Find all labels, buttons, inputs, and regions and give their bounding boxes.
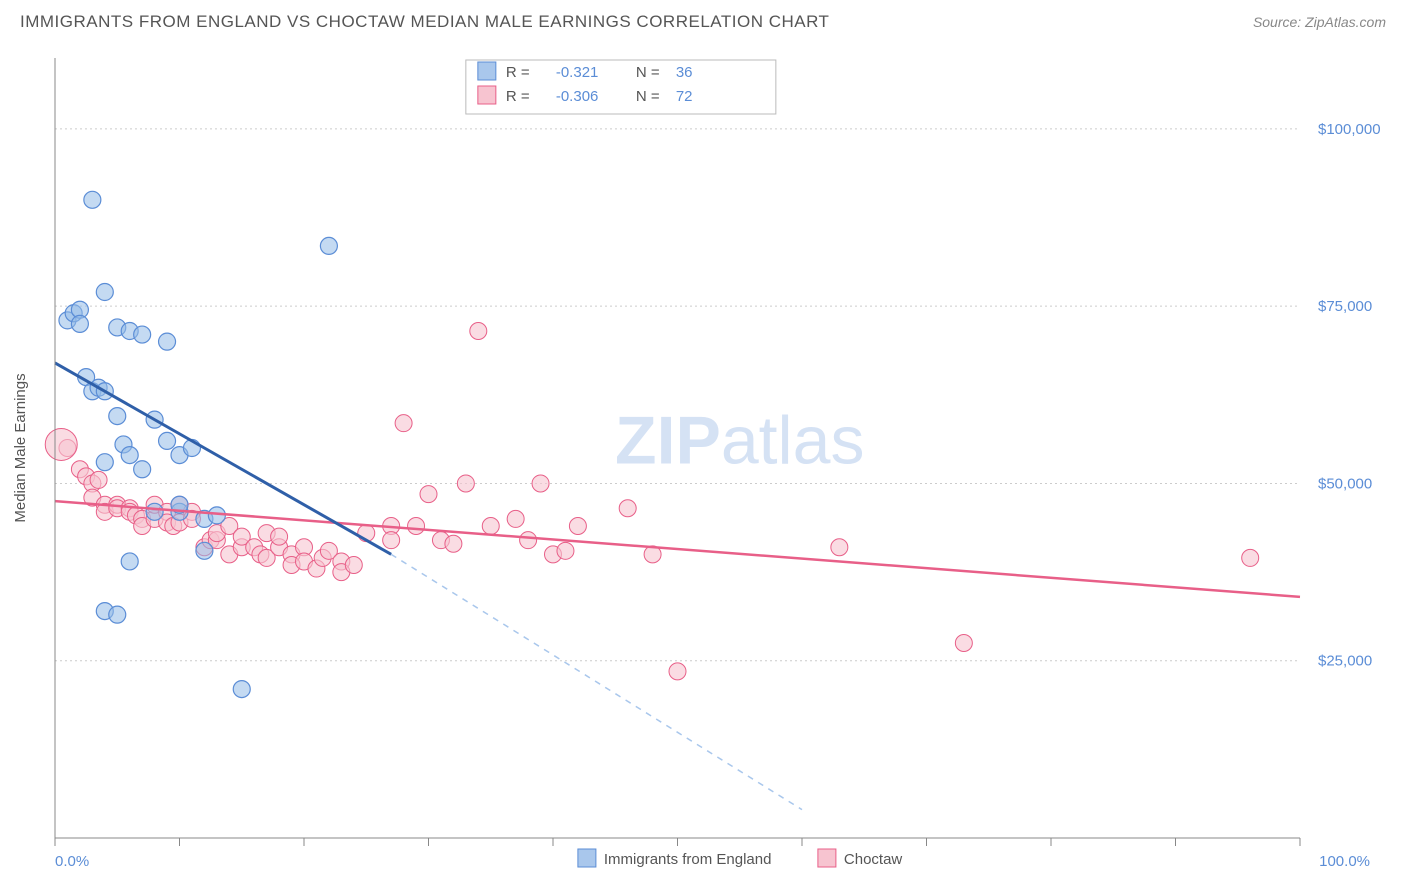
scatter-point-england [96, 284, 113, 301]
y-tick-label: $50,000 [1318, 475, 1372, 492]
scatter-point-choctaw [507, 510, 524, 527]
legend-r-value: -0.306 [556, 88, 599, 105]
y-axis-title: Median Male Earnings [12, 373, 29, 522]
scatter-point-choctaw [395, 415, 412, 432]
chart-title: IMMIGRANTS FROM ENGLAND VS CHOCTAW MEDIA… [20, 12, 829, 32]
chart-area: $25,000 $50,000 $75,000 $100,000 ZIPatlas 0.0… [0, 38, 1406, 888]
y-tick-label: $25,000 [1318, 653, 1372, 670]
scatter-point-choctaw [383, 532, 400, 549]
legend-series-choctaw: Choctaw [844, 851, 903, 868]
scatter-point-choctaw [1242, 549, 1259, 566]
legend-swatch [578, 849, 596, 867]
scatter-point-choctaw [557, 542, 574, 559]
scatter-point-england [146, 503, 163, 520]
scatter-point-england [96, 454, 113, 471]
legend-series-england: Immigrants from England [604, 851, 772, 868]
scatter-point-england [109, 606, 126, 623]
scatter-point-england [84, 191, 101, 208]
watermark: ZIPatlas [615, 403, 864, 479]
legend-swatch [478, 86, 496, 104]
scatter-point-england [159, 333, 176, 350]
scatter-point-choctaw [619, 500, 636, 517]
scatter-point-choctaw [955, 635, 972, 652]
scatter-point-england [71, 315, 88, 332]
scatter-point-england [320, 237, 337, 254]
legend-swatch [478, 62, 496, 80]
legend-swatch [818, 849, 836, 867]
x-min-label: 0.0% [55, 853, 89, 870]
scatter-point-choctaw [345, 557, 362, 574]
scatter-point-choctaw [271, 528, 288, 545]
scatter-point-choctaw [532, 475, 549, 492]
scatter-point-england [233, 681, 250, 698]
legend-n-value: 36 [676, 64, 693, 81]
scatter-point-choctaw [482, 518, 499, 535]
scatter-point-choctaw [408, 518, 425, 535]
scatter-point-choctaw [569, 518, 586, 535]
scatter-point-england [208, 507, 225, 524]
scatter-point-choctaw [470, 323, 487, 340]
scatter-point-choctaw [520, 532, 537, 549]
legend-r-label: R = [506, 88, 530, 105]
scatter-chart: $25,000 $50,000 $75,000 $100,000 ZIPatlas 0.0… [0, 38, 1406, 888]
scatter-point-choctaw [445, 535, 462, 552]
scatter-point-england [134, 326, 151, 343]
scatter-point-england [159, 432, 176, 449]
trendline-england-dashed [391, 554, 802, 809]
legend-n-label: N = [636, 88, 660, 105]
scatter-point-england [196, 542, 213, 559]
scatter-point-england [134, 461, 151, 478]
scatter-point-choctaw [420, 486, 437, 503]
legend-r-value: -0.321 [556, 64, 599, 81]
legend-r-label: R = [506, 64, 530, 81]
y-tick-label: $100,000 [1318, 121, 1381, 138]
y-tick-label: $75,000 [1318, 298, 1372, 315]
scatter-point-choctaw [45, 428, 77, 460]
scatter-point-england [121, 553, 138, 570]
legend-n-label: N = [636, 64, 660, 81]
scatter-point-england [109, 408, 126, 425]
source-attribution: Source: ZipAtlas.com [1253, 14, 1386, 30]
scatter-point-choctaw [457, 475, 474, 492]
scatter-point-choctaw [669, 663, 686, 680]
scatter-point-choctaw [90, 471, 107, 488]
legend-n-value: 72 [676, 88, 693, 105]
x-max-label: 100.0% [1319, 853, 1370, 870]
scatter-point-choctaw [831, 539, 848, 556]
scatter-point-england [121, 447, 138, 464]
